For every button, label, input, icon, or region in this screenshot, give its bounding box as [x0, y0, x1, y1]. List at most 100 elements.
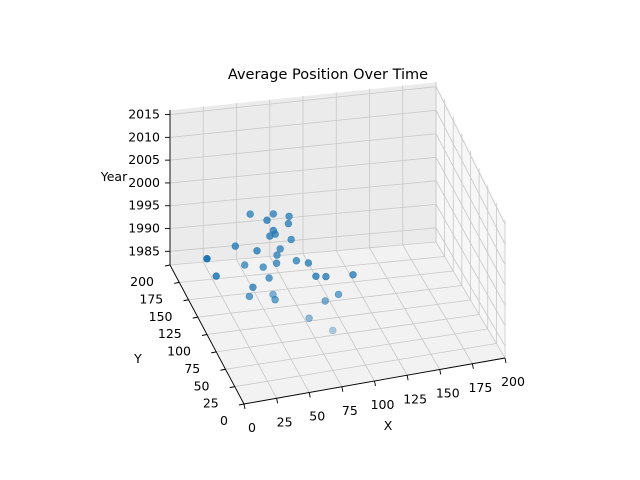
- scatter-points: [203, 210, 357, 335]
- y-grid-line-floor: [188, 270, 454, 301]
- z-grid-line-back: [169, 203, 437, 229]
- axes-panes: [169, 81, 506, 405]
- x-tick: [406, 375, 409, 381]
- scatter-point: [265, 274, 273, 282]
- z-axis-label: Year: [100, 169, 128, 184]
- scatter-point: [304, 259, 313, 267]
- z-grid-line-back: [169, 227, 437, 252]
- y-grid-line-floor: [225, 328, 488, 370]
- y-tick: [220, 368, 226, 371]
- y-tick: [183, 299, 189, 302]
- y-tick-label: 100: [167, 344, 191, 359]
- scatter-point: [349, 271, 357, 279]
- chart-title: Average Position Over Time: [228, 67, 428, 83]
- scatter-point: [203, 255, 211, 263]
- scatter-point: [212, 272, 220, 280]
- scatter-point: [273, 251, 281, 259]
- z-tick-label: 2015: [128, 107, 160, 122]
- z-grid-line-back: [169, 86, 437, 115]
- y-grid-line-floor: [234, 343, 497, 388]
- y-tick-label: 125: [158, 326, 182, 341]
- scatter-point: [263, 216, 271, 224]
- x-tick-label: 25: [277, 414, 293, 429]
- z-tick-label: 1985: [128, 243, 160, 258]
- z-grid-line-side: [435, 157, 506, 286]
- scatter-point: [287, 235, 295, 244]
- y-tick: [164, 264, 171, 267]
- y-grid-line-floor: [197, 285, 462, 318]
- x-tick-label: 175: [468, 380, 492, 395]
- scatter-point: [285, 212, 293, 221]
- x-tick: [341, 386, 344, 392]
- y-tick: [201, 334, 208, 336]
- z-grid-line-back: [169, 133, 437, 161]
- y-tick-label: 150: [149, 309, 173, 324]
- y-tick-label: 50: [194, 378, 210, 393]
- x-tick: [504, 357, 507, 364]
- z-grid-line-side: [435, 227, 506, 347]
- y-axis-label: Y: [133, 351, 142, 366]
- scatter-point: [322, 272, 330, 281]
- x-tick-label: 200: [501, 374, 525, 389]
- scatter-point: [292, 257, 301, 265]
- x-tick-label: 75: [342, 403, 358, 418]
- scatter-point: [245, 292, 254, 301]
- x-tick: [243, 403, 246, 410]
- z-grid-line-back: [169, 156, 437, 184]
- y-tick-label: 200: [130, 274, 154, 289]
- z-tick-label: 2005: [128, 152, 160, 167]
- scatter-point: [271, 230, 279, 238]
- z-grid-line-side: [435, 86, 506, 225]
- z-grid-line-side: [435, 180, 506, 306]
- scatter-point: [321, 297, 329, 305]
- z-grid-line-back: [169, 180, 437, 207]
- y-grid-line-floor: [206, 299, 471, 335]
- scatter-point: [241, 261, 249, 269]
- x-tick-label: 125: [403, 391, 427, 406]
- scatter-point: [269, 290, 277, 299]
- x-tick-label: 50: [309, 409, 325, 424]
- z-grid-line-back: [169, 109, 437, 138]
- axes-ticks: 0 25 50 75 100 125 150 175 200025507510012515017…: [128, 107, 525, 435]
- y-tick: [211, 351, 217, 354]
- y-grid-line-floor: [169, 241, 437, 266]
- x-tick: [471, 363, 474, 369]
- x-tick: [439, 369, 442, 375]
- y-tick-label: 25: [203, 396, 219, 411]
- y-tick-label: 75: [184, 361, 200, 376]
- z-grid-line-side: [435, 110, 506, 245]
- scatter-point: [259, 263, 267, 271]
- scatter-point: [334, 290, 343, 299]
- y-grid-line-floor: [179, 256, 445, 283]
- x-tick-label: 150: [436, 386, 460, 401]
- z-tick-label: 2010: [128, 129, 160, 144]
- scatter-point: [253, 247, 261, 255]
- y-tick: [238, 403, 245, 406]
- z-tick-label: 1990: [128, 221, 160, 236]
- scatter-point: [329, 326, 337, 335]
- scatter-point: [276, 245, 284, 253]
- scatter-point: [269, 210, 277, 218]
- x-axis-label: X: [384, 418, 393, 433]
- x-tick: [374, 380, 376, 387]
- z-tick-label: 1995: [128, 198, 160, 213]
- x-tick-label: 100: [371, 397, 395, 412]
- z-grid-line-side: [435, 204, 506, 326]
- scatter-point: [231, 242, 240, 250]
- scatter-point: [312, 272, 320, 280]
- y-tick-label: 175: [139, 291, 163, 306]
- z-grid-line-side: [435, 133, 506, 265]
- scatter-point: [246, 210, 254, 218]
- scatter-point: [305, 314, 313, 322]
- y-grid-line-floor: [216, 314, 480, 353]
- x-tick-label: 0: [248, 420, 256, 435]
- z-tick-label: 2000: [128, 175, 160, 190]
- y-tick: [229, 386, 235, 389]
- scatter-point: [272, 259, 281, 267]
- x-tick: [308, 392, 311, 398]
- y-tick-label: 0: [220, 413, 228, 428]
- scatter-point: [249, 283, 257, 291]
- scatter-point: [284, 219, 293, 228]
- x-tick: [276, 398, 279, 404]
